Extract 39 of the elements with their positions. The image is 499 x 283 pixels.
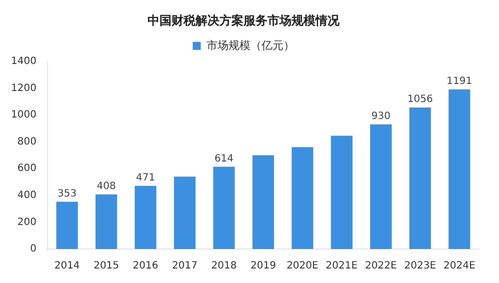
y-tick-label: 400: [17, 190, 36, 201]
data-label: 930: [371, 110, 390, 122]
bar: [330, 136, 352, 249]
data-label: 1056: [407, 94, 433, 106]
y-tick-label: 0: [30, 244, 36, 255]
bar: [252, 155, 274, 249]
x-tick-label: 2024E: [443, 260, 476, 272]
x-tick-label: 2015: [94, 260, 120, 272]
data-label: 471: [136, 172, 156, 184]
bar: [213, 166, 235, 249]
x-tick-label: 2016: [132, 260, 158, 272]
x-tick-label: 2014: [54, 260, 80, 272]
bar: [96, 194, 118, 249]
x-tick-label: 2019: [250, 260, 276, 272]
data-label: 1191: [446, 76, 472, 87]
bar: [134, 186, 156, 249]
bar: [292, 147, 314, 249]
y-tick-label: 200: [17, 216, 36, 228]
data-label: 353: [58, 188, 77, 200]
data-label: 408: [96, 180, 116, 192]
x-tick-label: 2023E: [404, 260, 436, 272]
legend-label: 市场规模（亿元）: [206, 38, 294, 52]
x-tick-label: 2021E: [326, 260, 358, 272]
bar: [56, 202, 78, 249]
x-tick-label: 2017: [172, 260, 198, 272]
bar: [174, 176, 196, 249]
chart-title: 中国财税解决方案服务市场规模情况: [148, 13, 340, 28]
x-tick-label: 2022E: [365, 260, 397, 272]
y-tick-label: 1400: [10, 56, 36, 67]
y-tick-label: 600: [17, 163, 36, 174]
y-tick-label: 1000: [10, 110, 36, 121]
y-tick-label: 1200: [10, 82, 36, 94]
bar: [409, 107, 431, 249]
data-label: 614: [214, 153, 234, 164]
x-tick-label: 2020E: [286, 260, 318, 272]
bar: [370, 124, 392, 249]
bar: [448, 89, 470, 249]
x-tick-label: 2018: [211, 260, 237, 272]
y-tick-label: 800: [17, 136, 36, 148]
